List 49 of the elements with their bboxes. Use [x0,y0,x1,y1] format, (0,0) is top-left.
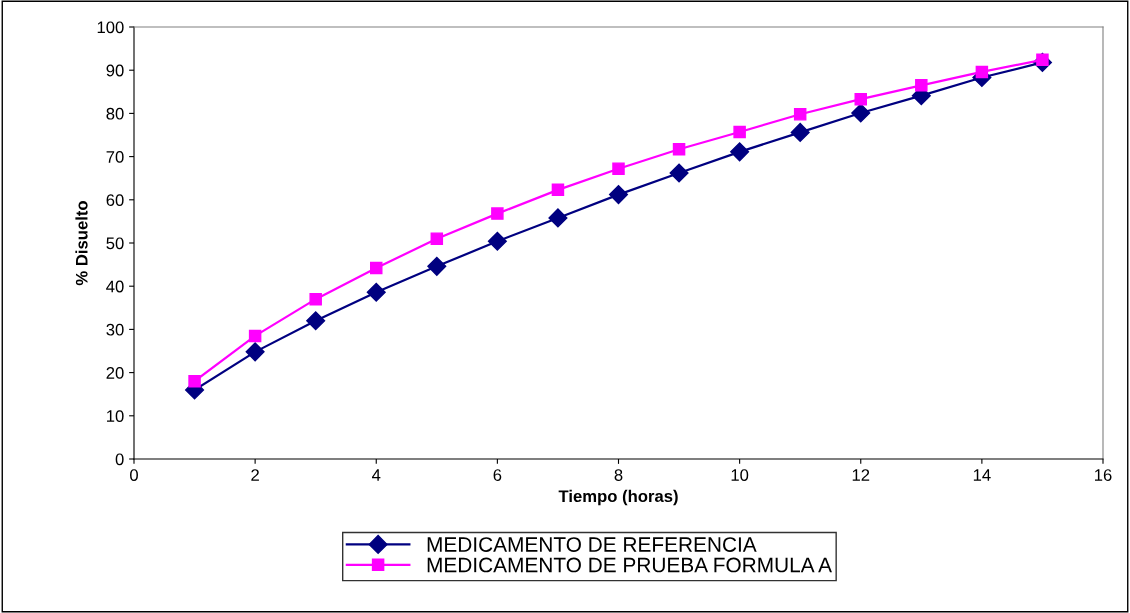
point [248,329,262,343]
point [491,207,504,220]
y-tick-label: 80 [106,107,124,120]
y-tick-label: 90 [106,64,124,77]
x-axis-title: Tiempo (horas) [558,489,678,506]
y-tick-label: 100 [97,21,124,34]
point [487,231,507,251]
point [612,162,625,175]
point [427,256,447,276]
y-tick-label: 60 [106,194,124,206]
point [854,92,868,106]
point [551,183,565,197]
point [915,79,928,92]
point [730,142,750,162]
y-tick-label: 10 [107,410,124,422]
legend-label: MEDICAMENTO DE REFERENCIA [427,537,757,552]
y-tick-label: 0 [115,453,124,466]
point [245,342,265,362]
x-tick-label: 12 [852,469,870,481]
point [975,65,989,79]
point [672,143,686,156]
point [790,122,810,142]
point [793,108,807,121]
y-tick-label: 20 [106,367,124,379]
y-tick-label: 30 [106,323,124,336]
x-tick-label: 8 [614,469,623,481]
point [669,163,689,183]
x-tick-label: 2 [251,469,259,481]
point [369,261,383,275]
y-tick-label: 40 [106,280,124,293]
x-tick-label: 16 [1095,469,1112,481]
x-tick-label: 6 [493,469,502,481]
legend-label: MEDICAMENTO DE PRUEBA FORMULA A [427,557,832,573]
y-tick-label: 50 [106,237,124,250]
x-tick-label: 14 [973,469,991,481]
point [309,292,322,306]
x-tick-label: 0 [130,469,138,481]
y-tick-label: 70 [106,151,124,163]
x-tick-label: 10 [731,469,749,481]
point [851,103,871,123]
point [188,374,201,388]
point [366,282,386,302]
point [608,185,629,205]
point [306,311,326,331]
point [548,208,568,228]
x-tick-label: 4 [372,469,381,481]
y-axis-title: % Disuelto [75,201,88,286]
point [733,125,746,139]
point [430,232,444,245]
